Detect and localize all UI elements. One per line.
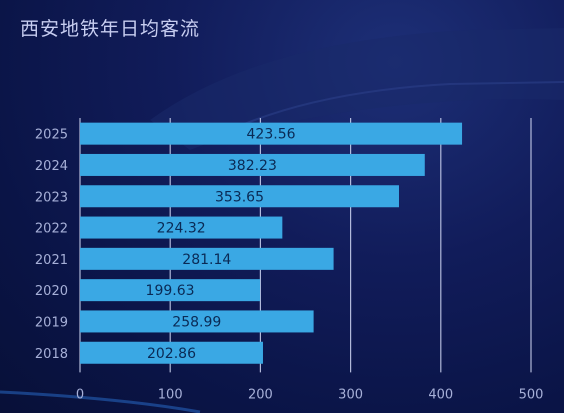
x-tick-label: 200 bbox=[248, 387, 273, 402]
y-tick-label: 2023 bbox=[35, 190, 68, 205]
bar-value-label: 382.23 bbox=[228, 158, 277, 174]
y-tick-label: 2019 bbox=[35, 315, 68, 330]
bar-value-label: 258.99 bbox=[172, 314, 221, 330]
y-tick-label: 2021 bbox=[35, 253, 68, 268]
x-tick-label: 500 bbox=[519, 387, 544, 402]
bar-value-label: 224.32 bbox=[157, 221, 206, 237]
bar-value-label: 202.86 bbox=[147, 346, 196, 362]
bar-2021 bbox=[80, 247, 334, 270]
bar-2023 bbox=[80, 185, 399, 208]
y-tick-label: 2018 bbox=[35, 347, 68, 362]
y-tick-label: 2025 bbox=[35, 128, 68, 143]
y-tick-label: 2024 bbox=[35, 159, 68, 174]
bar-2025 bbox=[80, 122, 463, 145]
bar-value-label: 199.63 bbox=[146, 283, 195, 299]
y-tick-label: 2020 bbox=[35, 284, 68, 299]
y-tick-label: 2022 bbox=[35, 222, 68, 237]
bar-2018 bbox=[80, 341, 263, 364]
bar-2020 bbox=[80, 279, 261, 302]
bar-value-label: 423.56 bbox=[247, 127, 296, 143]
x-tick-label: 400 bbox=[428, 387, 453, 402]
bar-2022 bbox=[80, 216, 283, 239]
bar-2024 bbox=[80, 153, 425, 176]
x-tick-label: 300 bbox=[338, 387, 363, 402]
x-tick-label: 0 bbox=[76, 387, 84, 402]
x-tick-label: 100 bbox=[158, 387, 183, 402]
chart-title: 西安地铁年日均客流 bbox=[20, 18, 201, 40]
bar-value-label: 353.65 bbox=[215, 189, 264, 205]
bar-2019 bbox=[80, 310, 314, 333]
bar-value-label: 281.14 bbox=[182, 252, 231, 268]
